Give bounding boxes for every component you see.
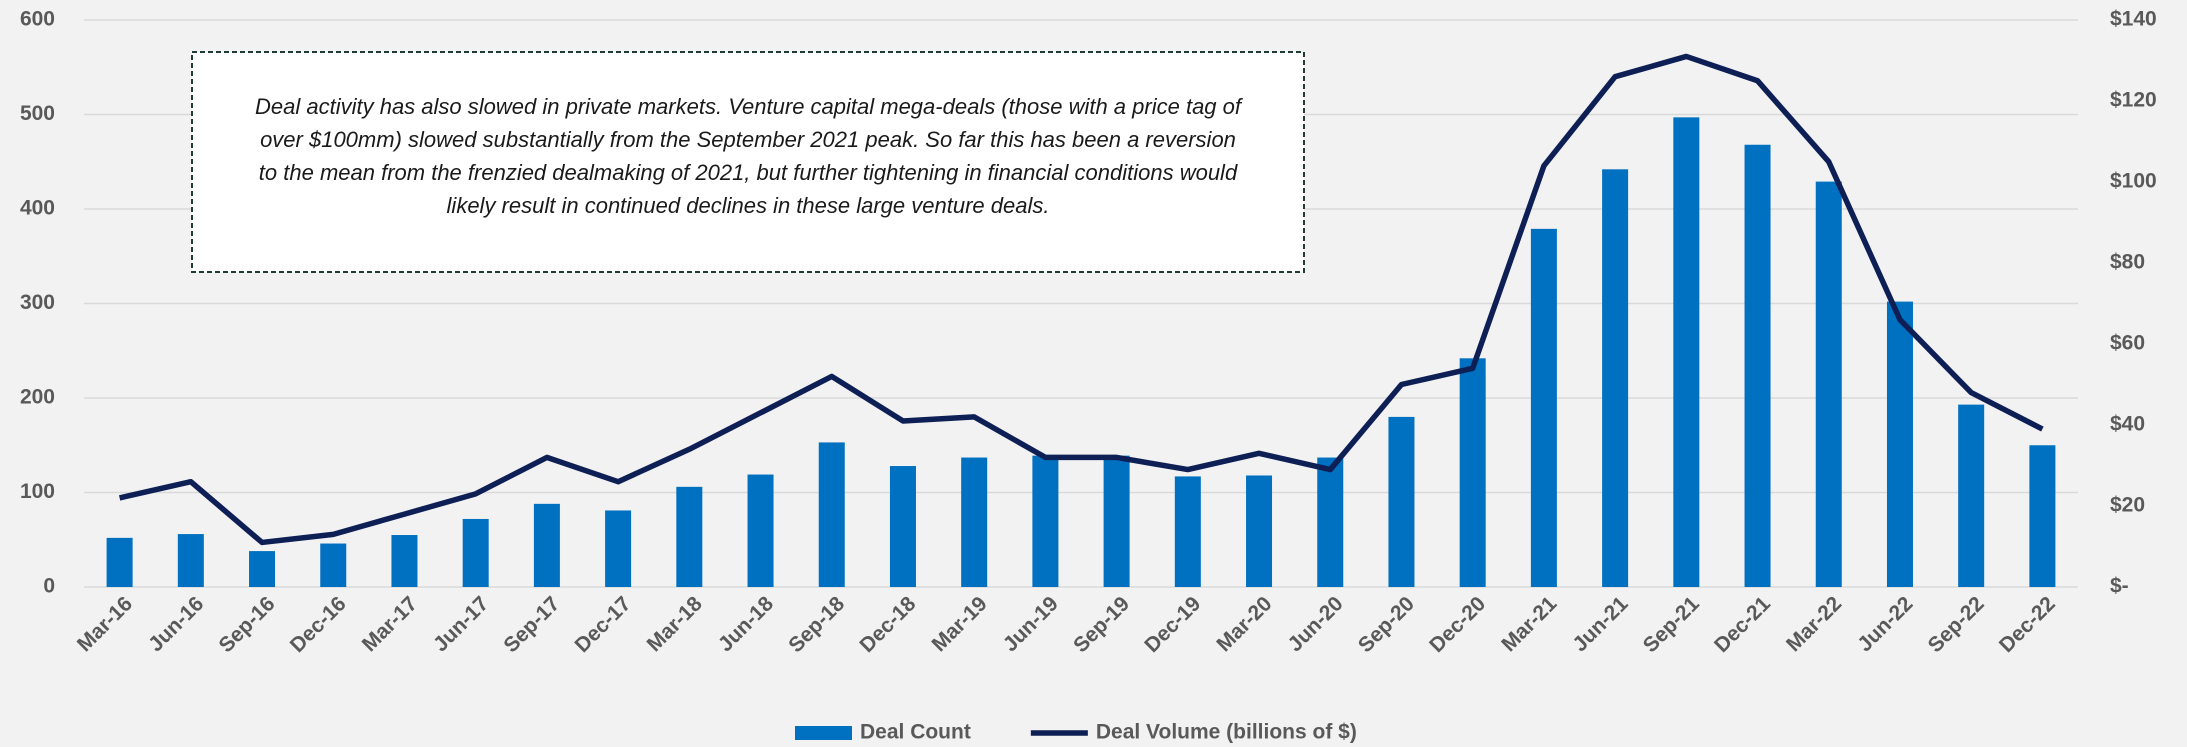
x-tick-label: Mar-16 [73, 592, 137, 656]
legend-label: Deal Volume (billions of $) [1096, 721, 1357, 744]
bar [1246, 475, 1273, 587]
bar [676, 486, 703, 587]
x-tick-label: Jun-17 [429, 592, 493, 656]
y-tick-label: 100 [20, 480, 55, 503]
bar [1459, 358, 1486, 587]
x-tick-label: Mar-17 [358, 592, 422, 656]
x-tick-label: Dec-20 [1425, 592, 1490, 657]
x-tick-label: Dec-21 [1710, 592, 1775, 657]
bar [177, 534, 204, 587]
line [118, 53, 2044, 546]
bar [961, 457, 988, 587]
bar [1032, 455, 1059, 587]
bar [605, 510, 632, 587]
x-tick-label: Dec-16 [286, 592, 351, 657]
x-tick-label: Mar-18 [643, 592, 707, 656]
bar [1744, 144, 1771, 588]
bar [1886, 301, 1913, 587]
x-tick-label: Mar-20 [1212, 592, 1276, 656]
bar [1815, 181, 1842, 587]
bar [1174, 476, 1201, 587]
bar [1103, 455, 1130, 587]
bar [1530, 228, 1557, 587]
x-tick-label: Jun-16 [144, 592, 208, 656]
y2-tick-label: $20 [2110, 494, 2145, 517]
bar [391, 535, 418, 587]
x-tick-label: Dec-17 [571, 592, 636, 657]
bar [818, 442, 845, 587]
x-tick-label: Jun-22 [1853, 592, 1917, 656]
bar [2029, 445, 2056, 587]
bar [1388, 416, 1415, 587]
x-tick-label: Jun-21 [1568, 592, 1632, 656]
x-tick-label: Sep-21 [1639, 592, 1704, 657]
x-tick-label: Jun-18 [714, 592, 778, 656]
bar [1673, 117, 1700, 588]
annotation-box [191, 51, 1305, 273]
x-tick-label: Sep-19 [1069, 592, 1134, 657]
bar [1958, 404, 1985, 587]
bar [462, 518, 489, 587]
annotation: Deal activity has also slowed in private… [255, 94, 1241, 218]
y-tick-label: 0 [43, 575, 55, 598]
y-tick-label: 500 [20, 102, 55, 125]
y2-tick-label: $140 [2110, 8, 2157, 31]
x-tick-label: Dec-19 [1140, 592, 1205, 657]
bar [1602, 169, 1629, 587]
y2-tick-label: $60 [2110, 332, 2145, 355]
y2-tick-label: $- [2110, 575, 2129, 598]
y-tick-label: 600 [20, 8, 55, 31]
x-tick-label: Mar-22 [1782, 592, 1846, 656]
bar [1317, 457, 1344, 587]
x-tick-label: Dec-22 [1995, 592, 2060, 657]
y2-tick-label: $100 [2110, 170, 2157, 193]
bar [533, 503, 560, 587]
legend-swatch [795, 726, 852, 740]
bar [320, 543, 347, 587]
x-tick-label: Dec-18 [855, 592, 920, 657]
x-tick-label: Mar-19 [927, 592, 991, 656]
y-tick-label: 200 [20, 386, 55, 409]
x-tick-label: Jun-20 [1284, 592, 1348, 656]
annotation-holder: Deal activity has also slowed in private… [255, 94, 1241, 218]
legend-label: Deal Count [860, 721, 971, 744]
bar [889, 466, 916, 587]
x-tick-label: Sep-22 [1924, 592, 1989, 657]
x-tick-label: Sep-20 [1354, 592, 1419, 657]
bar [747, 474, 774, 587]
y2-tick-label: $40 [2110, 413, 2145, 436]
x-tick-label: Jun-19 [999, 592, 1063, 656]
bar [106, 537, 133, 587]
y2-tick-label: $120 [2110, 89, 2157, 112]
bar [249, 551, 276, 587]
x-tick-label: Sep-18 [784, 592, 849, 657]
x-tick-label: Sep-16 [215, 592, 280, 657]
y2-tick-label: $80 [2110, 251, 2145, 274]
x-tick-label: Mar-21 [1497, 592, 1561, 656]
x-tick-label: Sep-17 [499, 592, 564, 657]
y-tick-label: 400 [20, 197, 55, 220]
y-tick-label: 300 [20, 291, 55, 314]
